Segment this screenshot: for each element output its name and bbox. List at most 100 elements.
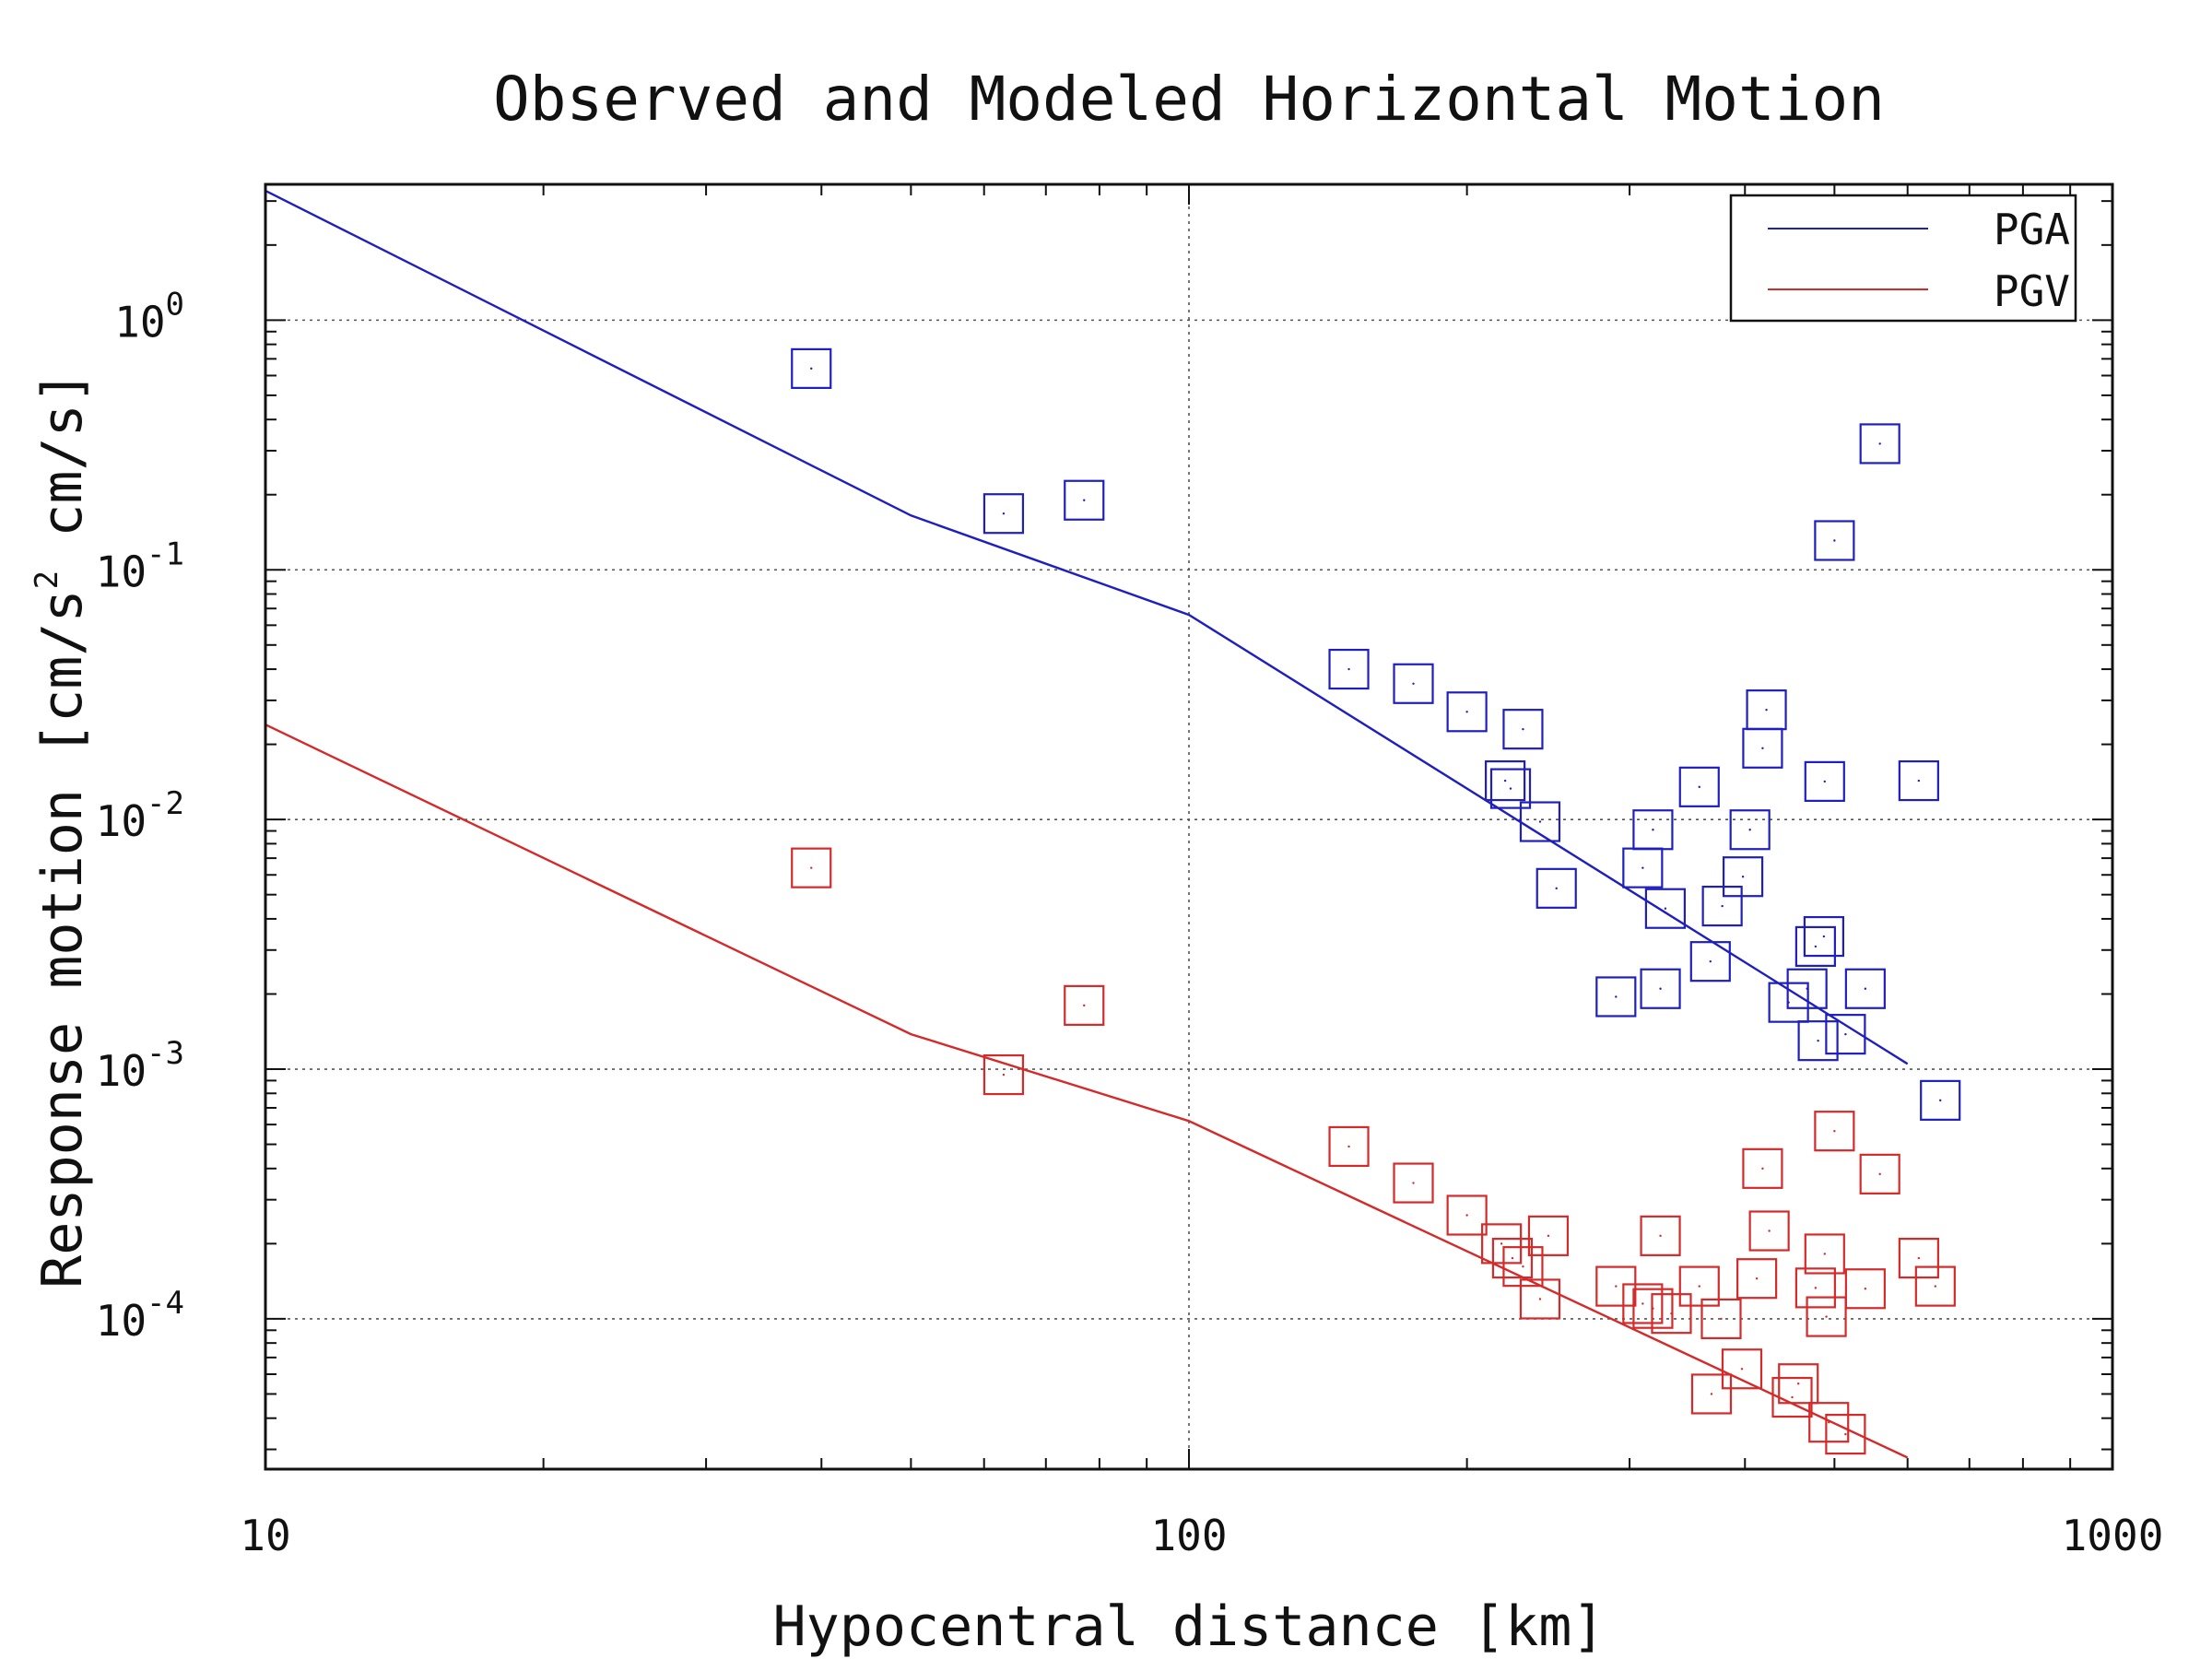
data-point-center-pga bbox=[1664, 907, 1667, 910]
data-point-center-pga bbox=[1522, 727, 1524, 731]
plot-frame bbox=[264, 182, 2114, 1471]
data-point-center-pga bbox=[1659, 987, 1662, 990]
data-point-pga bbox=[1804, 760, 1845, 802]
data-point-center-pga bbox=[1709, 959, 1712, 963]
data-point-pga bbox=[1328, 648, 1370, 690]
data-point-pgv bbox=[1640, 1215, 1681, 1256]
y-axis-title-main: Response motion [cm/s bbox=[30, 589, 95, 1288]
data-point-center-pga bbox=[1083, 499, 1086, 501]
data-point-pgv bbox=[1700, 1298, 1742, 1340]
data-point-center-pgv bbox=[1641, 1302, 1644, 1305]
data-point-center-pgv bbox=[1934, 1285, 1937, 1288]
y-axis-title-tail: cm/s] bbox=[30, 371, 95, 571]
data-point-pgv bbox=[1806, 1296, 1847, 1337]
legend: PGA PGV bbox=[1729, 194, 2077, 323]
data-point-center-pga bbox=[1509, 787, 1512, 790]
data-point-pga bbox=[1803, 915, 1845, 958]
data-point-center-pgv bbox=[1828, 1421, 1830, 1424]
x-tick-label: 1000 bbox=[2062, 1511, 2164, 1560]
data-point-pga bbox=[791, 347, 832, 389]
data-point-pgv bbox=[1736, 1258, 1778, 1300]
data-point-center-pga bbox=[1698, 785, 1700, 789]
data-point-center-pga bbox=[1878, 442, 1881, 445]
y-tick-label-exponent: -2 bbox=[147, 785, 184, 822]
data-point-center-pgv bbox=[1500, 1242, 1503, 1245]
chart-title: Observed and Modeled Horizontal Motion bbox=[493, 64, 1885, 135]
y-tick-label-exponent: -3 bbox=[147, 1035, 184, 1072]
y-axis-title-sup: 2 bbox=[29, 571, 65, 589]
model-lines bbox=[265, 189, 1909, 1459]
y-tick-label-base: 10 bbox=[96, 547, 147, 596]
legend-label-pgv: PGV bbox=[1994, 266, 2070, 316]
data-point-center-pga bbox=[1761, 747, 1764, 749]
data-point-center-pga bbox=[1917, 779, 1921, 782]
data-point-pga bbox=[1794, 925, 1836, 968]
data-point-pga bbox=[1701, 885, 1743, 927]
data-point-center-pgv bbox=[1755, 1277, 1759, 1280]
data-point-pgv bbox=[1622, 1283, 1664, 1324]
data-point-center-pga bbox=[1721, 904, 1724, 908]
data-point-pgv bbox=[982, 1053, 1025, 1096]
data-point-pgv bbox=[1446, 1194, 1488, 1236]
data-point-center-pgv bbox=[1698, 1285, 1700, 1288]
legend-box bbox=[1729, 194, 2077, 323]
data-point-pga bbox=[1722, 856, 1764, 898]
model-line-pgv bbox=[265, 724, 1909, 1459]
data-point-center-pgv bbox=[1768, 1230, 1771, 1232]
y-tick-label-exponent: -1 bbox=[147, 535, 184, 572]
data-point-center-pgv bbox=[1844, 1432, 1847, 1436]
data-point-pgv bbox=[1825, 1414, 1866, 1455]
data-point-pgv bbox=[1808, 1402, 1850, 1443]
data-point-center-pgv bbox=[1347, 1145, 1350, 1148]
data-point-pga bbox=[1797, 1020, 1839, 1062]
data-point-pga bbox=[1844, 968, 1886, 1009]
data-point-center-pgv bbox=[1791, 1395, 1794, 1399]
data-point-center-pgv bbox=[1814, 1287, 1818, 1289]
data-point-pgv bbox=[1481, 1223, 1523, 1265]
data-point-pga bbox=[1502, 709, 1544, 750]
data-point-center-pga bbox=[1822, 935, 1826, 938]
data-point-pgv bbox=[1393, 1162, 1434, 1204]
data-point-pga bbox=[1519, 801, 1561, 842]
data-point-pgv bbox=[1328, 1125, 1370, 1168]
data-point-center-pga bbox=[1412, 682, 1415, 685]
data-point-center-pgv bbox=[1864, 1288, 1867, 1290]
data-point-center-pga bbox=[1465, 711, 1468, 713]
data-point-pgv bbox=[1519, 1278, 1561, 1320]
data-point-pgv bbox=[1678, 1265, 1720, 1307]
data-point-center-pgv bbox=[1710, 1393, 1713, 1395]
data-point-center-pga bbox=[1002, 512, 1006, 515]
data-point-center-pga bbox=[1615, 995, 1618, 998]
data-point-pga bbox=[1535, 867, 1577, 909]
axis-ticks bbox=[265, 184, 2113, 1469]
y-tick-label: 100 bbox=[114, 286, 184, 347]
data-point-pgv bbox=[1794, 1267, 1836, 1309]
y-tick-label-exponent: -4 bbox=[147, 1285, 184, 1322]
data-point-center-pgv bbox=[810, 866, 813, 869]
data-point-center-pga bbox=[1652, 829, 1654, 831]
y-axis-title: Response motion [cm/s2 cm/s] bbox=[29, 371, 95, 1288]
data-point-center-pgv bbox=[1002, 1073, 1006, 1077]
data-point-pga bbox=[1814, 520, 1855, 561]
data-point-center-pgv bbox=[1825, 1315, 1828, 1318]
grid bbox=[265, 184, 2112, 1469]
data-point-pgv bbox=[1064, 984, 1105, 1026]
data-point-pgv bbox=[1502, 1246, 1544, 1288]
y-axis-title-group: Response motion [cm/s2 cm/s] bbox=[29, 371, 95, 1288]
y-tick-label-base: 10 bbox=[96, 1296, 147, 1346]
data-point-center-pgv bbox=[1878, 1172, 1881, 1176]
data-point-center-pga bbox=[1555, 887, 1558, 890]
y-tick-label-base: 10 bbox=[96, 796, 147, 846]
data-point-pga bbox=[1485, 759, 1526, 802]
data-point-center-pgv bbox=[1465, 1214, 1468, 1217]
data-point-center-pgv bbox=[1659, 1234, 1662, 1238]
y-tick-label: 10-2 bbox=[96, 785, 184, 846]
data-point-pgv bbox=[1651, 1293, 1692, 1335]
data-point-center-pga bbox=[1503, 779, 1507, 782]
data-point-center-pgv bbox=[1615, 1285, 1618, 1288]
data-point-center-pga bbox=[1864, 987, 1867, 990]
data-point-center-pga bbox=[1347, 667, 1350, 671]
data-point-pgv bbox=[1690, 1373, 1733, 1415]
